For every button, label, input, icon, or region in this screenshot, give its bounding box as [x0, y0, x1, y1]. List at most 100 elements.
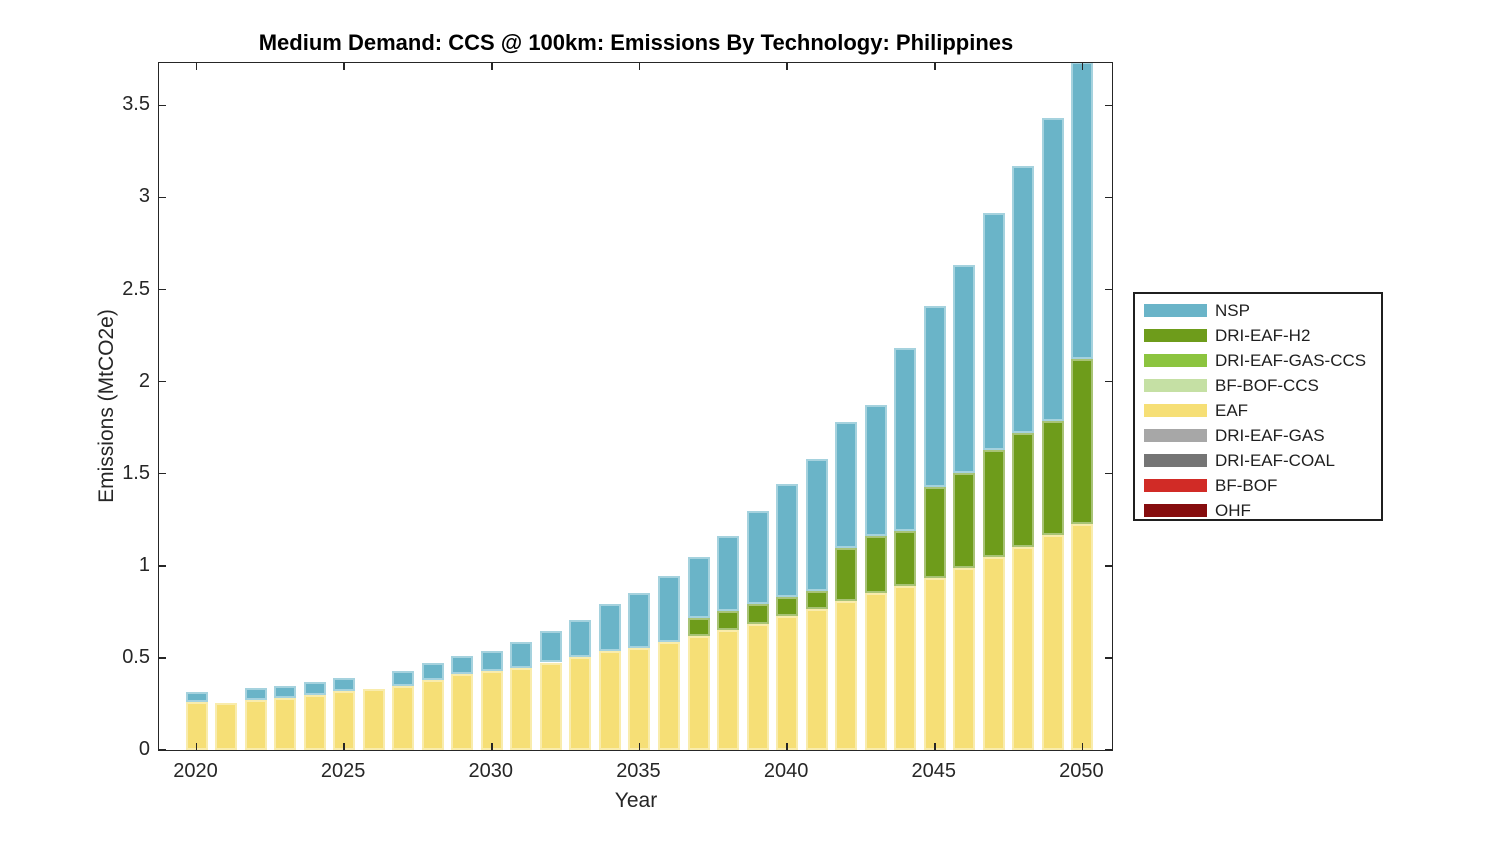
y-tick-label-1: 1 — [138, 553, 150, 576]
bar-segment-2039-EAF — [746, 623, 769, 750]
bar-segment-2046-DRI-EAF-H2 — [953, 472, 976, 568]
bar-segment-2037-NSP — [687, 556, 710, 619]
legend-item-OHF: OHF — [1144, 498, 1381, 523]
left-y-tick-0 — [159, 749, 166, 750]
left-y-tick-3.5 — [159, 104, 166, 107]
bar-segment-2040-DRI-EAF-H2 — [776, 597, 799, 617]
legend-label-BF-BOF: BF-BOF — [1215, 475, 1278, 495]
legend-label-EAF: EAF — [1215, 400, 1249, 420]
bottom-x-tick-2025 — [343, 743, 345, 750]
bar-segment-2025-EAF — [333, 691, 356, 750]
bar-segment-2039-DRI-EAF-H2 — [746, 604, 769, 624]
x-tick-label-2050: 2050 — [1059, 760, 1104, 782]
legend-swatch-DRI-EAF-GAS-CCS — [1144, 354, 1207, 367]
bar-segment-2045-DRI-EAF-H2 — [923, 486, 946, 578]
legend-label-DRI-EAF-GAS-CCS: DRI-EAF-GAS-CCS — [1215, 350, 1367, 370]
bar-segment-2042-EAF — [835, 600, 858, 750]
bar-segment-2045-NSP — [923, 306, 946, 487]
legend-label-BF-BOF-CCS: BF-BOF-CCS — [1215, 375, 1319, 395]
bar-segment-2044-EAF — [894, 586, 917, 750]
bar-segment-2038-EAF — [717, 630, 740, 750]
bar-segment-2024-NSP — [303, 681, 326, 695]
bar-segment-2035-EAF — [628, 647, 651, 750]
bar-segment-2031-EAF — [510, 668, 533, 750]
y-tick-label-1.5: 1.5 — [122, 461, 150, 484]
right-y-tick-2.5 — [1105, 288, 1112, 291]
bar-segment-2038-DRI-EAF-H2 — [717, 610, 740, 631]
chart-title: Medium Demand: CCS @ 100km: Emissions By… — [258, 30, 1014, 55]
top-x-tick-2030 — [491, 63, 493, 70]
top-x-tick-2025 — [343, 63, 345, 70]
y-tick-label-3: 3 — [138, 185, 150, 208]
bar-segment-2029-NSP — [451, 656, 474, 675]
x-tick-label-2025: 2025 — [320, 760, 366, 782]
bar-segment-2050-EAF — [1071, 524, 1094, 750]
bar-segment-2043-NSP — [864, 404, 887, 537]
bar-segment-2021-EAF — [215, 703, 238, 750]
y-tick-label-0: 0 — [138, 738, 150, 760]
legend-item-DRI-EAF-H2: DRI-EAF-H2 — [1144, 323, 1381, 348]
legend-label-DRI-EAF-GAS: DRI-EAF-GAS — [1215, 425, 1325, 445]
x-tick-label-2045: 2045 — [911, 760, 957, 782]
legend-swatch-DRI-EAF-H2 — [1144, 329, 1207, 342]
bar-segment-2039-NSP — [746, 511, 769, 605]
legend-swatch-EAF — [1144, 404, 1207, 417]
legend-item-BF-BOF: BF-BOF — [1144, 473, 1381, 498]
bar-segment-2041-EAF — [805, 609, 828, 750]
bar-segment-2032-EAF — [539, 662, 562, 750]
bar-segment-2022-NSP — [244, 688, 267, 701]
y-tick-label-2: 2 — [138, 369, 150, 392]
bar-segment-2024-EAF — [303, 694, 326, 750]
bar-segment-2044-DRI-EAF-H2 — [894, 530, 917, 587]
bar-segment-2023-NSP — [274, 685, 297, 698]
bar-segment-2020-NSP — [185, 691, 208, 703]
bar-segment-2037-DRI-EAF-H2 — [687, 618, 710, 636]
bar-segment-2047-DRI-EAF-H2 — [982, 449, 1005, 557]
legend-swatch-DRI-EAF-GAS — [1144, 429, 1207, 442]
bar-segment-2043-EAF — [864, 593, 887, 750]
bar-segment-2038-NSP — [717, 536, 740, 611]
bar-segment-2033-EAF — [569, 656, 592, 750]
bar-segment-2050-NSP — [1071, 63, 1094, 359]
x-tick-label-2020: 2020 — [173, 760, 218, 782]
right-y-tick-1.5 — [1105, 472, 1112, 475]
legend-swatch-BF-BOF-CCS — [1144, 379, 1207, 392]
bar-segment-2047-NSP — [982, 213, 1005, 450]
bar-segment-2031-NSP — [510, 642, 533, 669]
bottom-x-tick-2045 — [934, 743, 936, 750]
left-y-tick-1.5 — [159, 472, 166, 475]
bar-segment-2036-NSP — [657, 575, 680, 643]
bar-segment-2042-NSP — [835, 422, 858, 549]
bottom-x-tick-2020 — [195, 743, 198, 750]
bar-segment-2027-EAF — [392, 685, 415, 750]
y-tick-label-0.5: 0.5 — [122, 645, 150, 668]
legend-label-DRI-EAF-H2: DRI-EAF-H2 — [1215, 325, 1311, 345]
left-y-tick-0.5 — [159, 657, 166, 659]
bar-segment-2050-DRI-EAF-H2 — [1071, 358, 1094, 525]
y-tick-label-3.5: 3.5 — [122, 93, 150, 116]
bar-segment-2048-DRI-EAF-H2 — [1012, 433, 1035, 548]
x-tick-label-2040: 2040 — [763, 760, 809, 782]
legend-item-DRI-EAF-COAL: DRI-EAF-COAL — [1144, 448, 1381, 473]
legend-label-NSP: NSP — [1215, 300, 1250, 320]
legend-swatch-DRI-EAF-COAL — [1144, 454, 1207, 467]
x-axis-label: Year — [614, 789, 658, 812]
top-x-tick-2020 — [195, 63, 198, 70]
legend-item-DRI-EAF-GAS-CCS: DRI-EAF-GAS-CCS — [1144, 348, 1381, 373]
bar-segment-2028-EAF — [421, 680, 444, 750]
bar-segment-2025-NSP — [333, 678, 356, 692]
plot-area — [158, 62, 1113, 751]
bar-segment-2049-EAF — [1041, 535, 1064, 750]
left-y-tick-1 — [159, 565, 166, 567]
top-x-tick-2040 — [786, 63, 788, 70]
legend-item-DRI-EAF-GAS: DRI-EAF-GAS — [1144, 423, 1381, 448]
bar-segment-2035-NSP — [628, 592, 651, 648]
bar-segment-2022-EAF — [244, 700, 267, 750]
legend: NSP DRI-EAF-H2 DRI-EAF-GAS-CCS BF-BOF-CCS EA… — [1133, 292, 1383, 521]
y-tick-label-2.5: 2.5 — [122, 277, 150, 300]
bar-segment-2048-EAF — [1012, 547, 1035, 750]
bottom-x-tick-2040 — [786, 743, 788, 750]
bar-segment-2034-NSP — [598, 604, 621, 652]
bar-segment-2049-DRI-EAF-H2 — [1041, 421, 1064, 536]
bar-segment-2040-EAF — [776, 616, 799, 750]
